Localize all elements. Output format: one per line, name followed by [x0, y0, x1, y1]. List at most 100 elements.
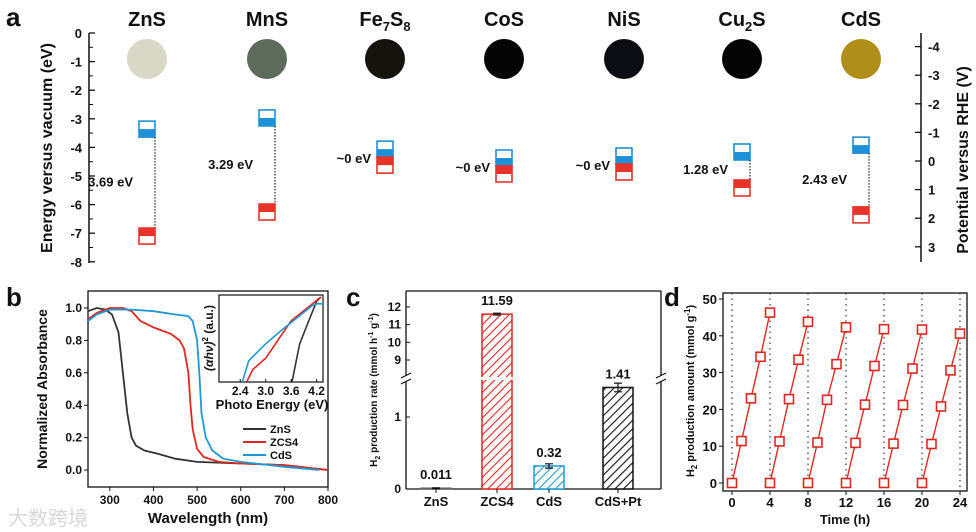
- d-data-point: [878, 477, 890, 489]
- a-cb-box-fill: [377, 149, 393, 158]
- a-right-tick-label: 0: [928, 154, 935, 169]
- c-y-axis-title: H2 production rate (mmol h-1 g-1): [368, 313, 382, 467]
- a-vb-box-fill: [734, 180, 750, 189]
- d-ylabel-sub: 2: [690, 464, 699, 469]
- a-left-tick-label: -8: [70, 255, 82, 270]
- b-y-tick-label: 0.8: [65, 333, 82, 347]
- b-x-tick-label: 700: [274, 493, 294, 507]
- a-cb-box-fill: [616, 155, 632, 164]
- a-material-fe7: Fe7S8 ~0 eV: [337, 9, 411, 174]
- b-x-tick-label: 600: [231, 493, 251, 507]
- c-bar-break-gap: [481, 377, 513, 380]
- d-data-point: [831, 358, 842, 370]
- d-y-tick-label: 20: [703, 402, 717, 417]
- a-sample-photo: [841, 39, 881, 79]
- a-right-axis-title: Potential versus RHE (V): [955, 66, 972, 254]
- b-y-tick-label: 0.6: [65, 366, 82, 380]
- a-material-name: CdS: [841, 9, 881, 31]
- d-data-point: [840, 477, 852, 489]
- panel-label-a: a: [6, 2, 21, 32]
- b-inset-line-zcs4: [245, 296, 322, 383]
- c-ylabel-sub: 2: [375, 456, 382, 460]
- c-axis-break-mark: [655, 378, 667, 385]
- a-sample-photo: [484, 39, 524, 79]
- c-x-tick-label: ZnS: [424, 494, 449, 509]
- c-value-label: 1.41: [605, 366, 630, 381]
- c-value-label: 11.59: [481, 293, 513, 308]
- c-y-tick-label: 9: [394, 353, 401, 367]
- c-error-bar: [432, 487, 440, 490]
- b-x-tick-label: 500: [187, 493, 207, 507]
- b-y-tick-label: 0.2: [65, 431, 82, 445]
- a-left-tick-label: -2: [70, 83, 82, 98]
- d-y-tick-label: 40: [703, 329, 717, 344]
- a-vb-box-fill: [496, 165, 512, 174]
- d-data-point: [907, 363, 918, 374]
- b-y-tick-label: 1.0: [65, 301, 82, 315]
- d-x-tick-label: 12: [839, 495, 853, 510]
- material-name-part: ZnS: [128, 9, 166, 31]
- c-error-bar: [545, 463, 553, 469]
- c-axis-break-mark: [400, 372, 412, 379]
- b-inset-x-tick-label: 3.6: [283, 384, 300, 398]
- c-ylabel-sup: -1: [368, 332, 375, 338]
- d-data-point: [764, 477, 776, 489]
- c-ylabel-part: ): [369, 313, 380, 316]
- d-data-point: [802, 316, 814, 328]
- d-data-point: [812, 437, 823, 448]
- material-name-part: MnS: [246, 9, 288, 31]
- a-vb-box-fill: [616, 163, 632, 172]
- a-right-tick-label: -4: [928, 40, 940, 55]
- d-data-point: [764, 307, 776, 318]
- c-ylabel-part: H: [369, 460, 380, 467]
- d-data-point: [745, 393, 757, 404]
- c-value-label: 0.32: [536, 445, 561, 460]
- a-material-name: CoS: [484, 9, 524, 31]
- material-name-part: S: [752, 9, 765, 31]
- b-series-line-zcs4: [87, 307, 329, 471]
- inset-ylabel-unit: (a.u.): [202, 305, 216, 337]
- a-bandgap-label: 2.43 eV: [802, 172, 847, 187]
- b-x-tick-label: 400: [143, 493, 163, 507]
- a-bandgap-label: ~0 eV: [456, 160, 491, 175]
- c-value-label: 0.011: [420, 467, 452, 482]
- d-x-tick-label: 16: [877, 495, 891, 510]
- a-right-tick-label: -2: [928, 97, 940, 112]
- a-vb-box-fill: [259, 204, 275, 213]
- a-material-name: ZnS: [128, 9, 166, 31]
- material-name-part: NiS: [607, 9, 640, 31]
- b-inset-x-tick-label: 3.0: [257, 384, 274, 398]
- d-x-tick-label: 4: [766, 495, 774, 510]
- c-y-tick-label: 12: [388, 300, 402, 314]
- inset-ylabel-sup: 2: [201, 337, 210, 342]
- d-data-point: [954, 328, 966, 339]
- b-inset-x-tick-label: 2.4: [232, 384, 249, 398]
- a-material-name: NiS: [607, 9, 640, 31]
- a-right-tick-label: -1: [928, 125, 940, 140]
- c-axis-break-gap: [402, 375, 410, 382]
- c-y-tick-label: 0: [394, 482, 401, 496]
- a-vb-box-fill: [139, 228, 155, 237]
- a-left-tick-label: 0: [75, 26, 82, 41]
- d-data-point: [926, 438, 937, 450]
- a-sample-photo: [127, 39, 167, 79]
- d-data-point: [821, 394, 833, 406]
- watermark-text: 大数跨境: [8, 507, 88, 530]
- panel-label-b: b: [6, 282, 22, 312]
- d-data-point: [869, 360, 880, 372]
- a-material-mns: MnS 3.29 eV: [208, 9, 288, 221]
- d-data-point: [793, 354, 804, 366]
- a-material-name: Fe7S8: [359, 9, 410, 34]
- b-inset-x-tick-label: 4.2: [308, 384, 325, 398]
- b-x-axis-title: Wavelength (nm): [148, 510, 268, 527]
- d-data-point: [916, 477, 928, 489]
- a-sample-photo: [604, 39, 644, 79]
- a-sample-photo: [365, 39, 405, 79]
- a-bandgap-label: 3.69 eV: [88, 175, 133, 190]
- d-data-point: [897, 399, 909, 411]
- d-cycle-line: [807, 327, 847, 484]
- a-right-tick-label: 1: [928, 183, 935, 198]
- a-material-zns: ZnS 3.69 eV: [88, 9, 167, 245]
- b-inset-x-axis-title: Photo Energy (eV): [216, 397, 329, 412]
